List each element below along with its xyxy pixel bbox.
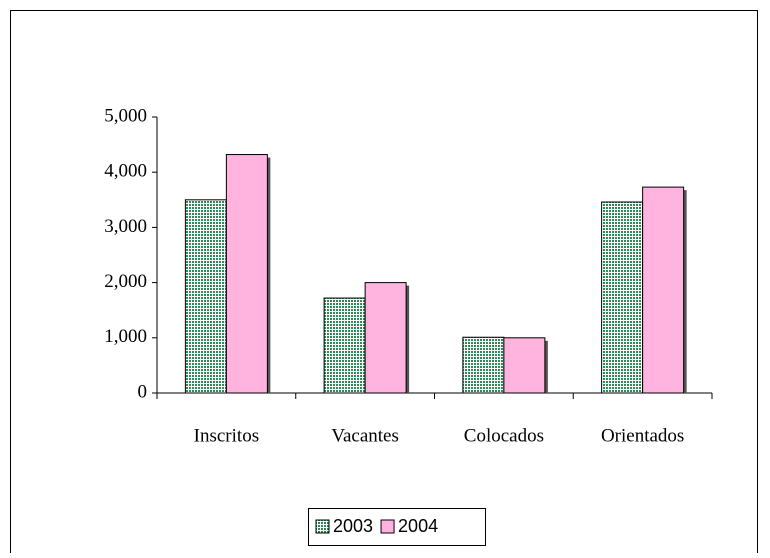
x-tick-label: Vacantes <box>331 425 399 446</box>
bar <box>503 337 546 394</box>
bar <box>642 186 685 394</box>
y-tick-label: 0 <box>138 381 148 402</box>
x-tick-label: Colocados <box>464 425 544 446</box>
legend-label: 2004 <box>398 516 438 536</box>
legend-swatch <box>315 519 330 534</box>
legend-box <box>308 508 486 546</box>
bar <box>364 282 407 394</box>
bar <box>601 201 644 394</box>
bar <box>323 297 366 394</box>
y-tick-label: 3,000 <box>104 216 147 237</box>
bar <box>225 154 268 394</box>
bar <box>184 199 227 394</box>
x-tick-label: Orientados <box>601 425 684 446</box>
legend-label: 2003 <box>333 516 373 536</box>
y-tick-label: 5,000 <box>104 105 147 126</box>
legend-swatch <box>380 519 395 534</box>
y-tick-label: 4,000 <box>104 161 147 182</box>
y-tick-label: 2,000 <box>104 271 147 292</box>
x-tick-label: Inscritos <box>194 425 259 446</box>
y-tick-label: 1,000 <box>104 326 147 347</box>
bar <box>462 336 505 394</box>
